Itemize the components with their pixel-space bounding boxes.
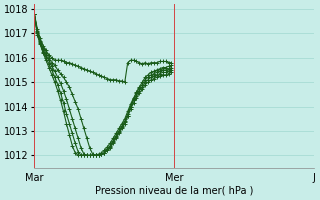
X-axis label: Pression niveau de la mer( hPa ): Pression niveau de la mer( hPa ): [95, 186, 253, 196]
